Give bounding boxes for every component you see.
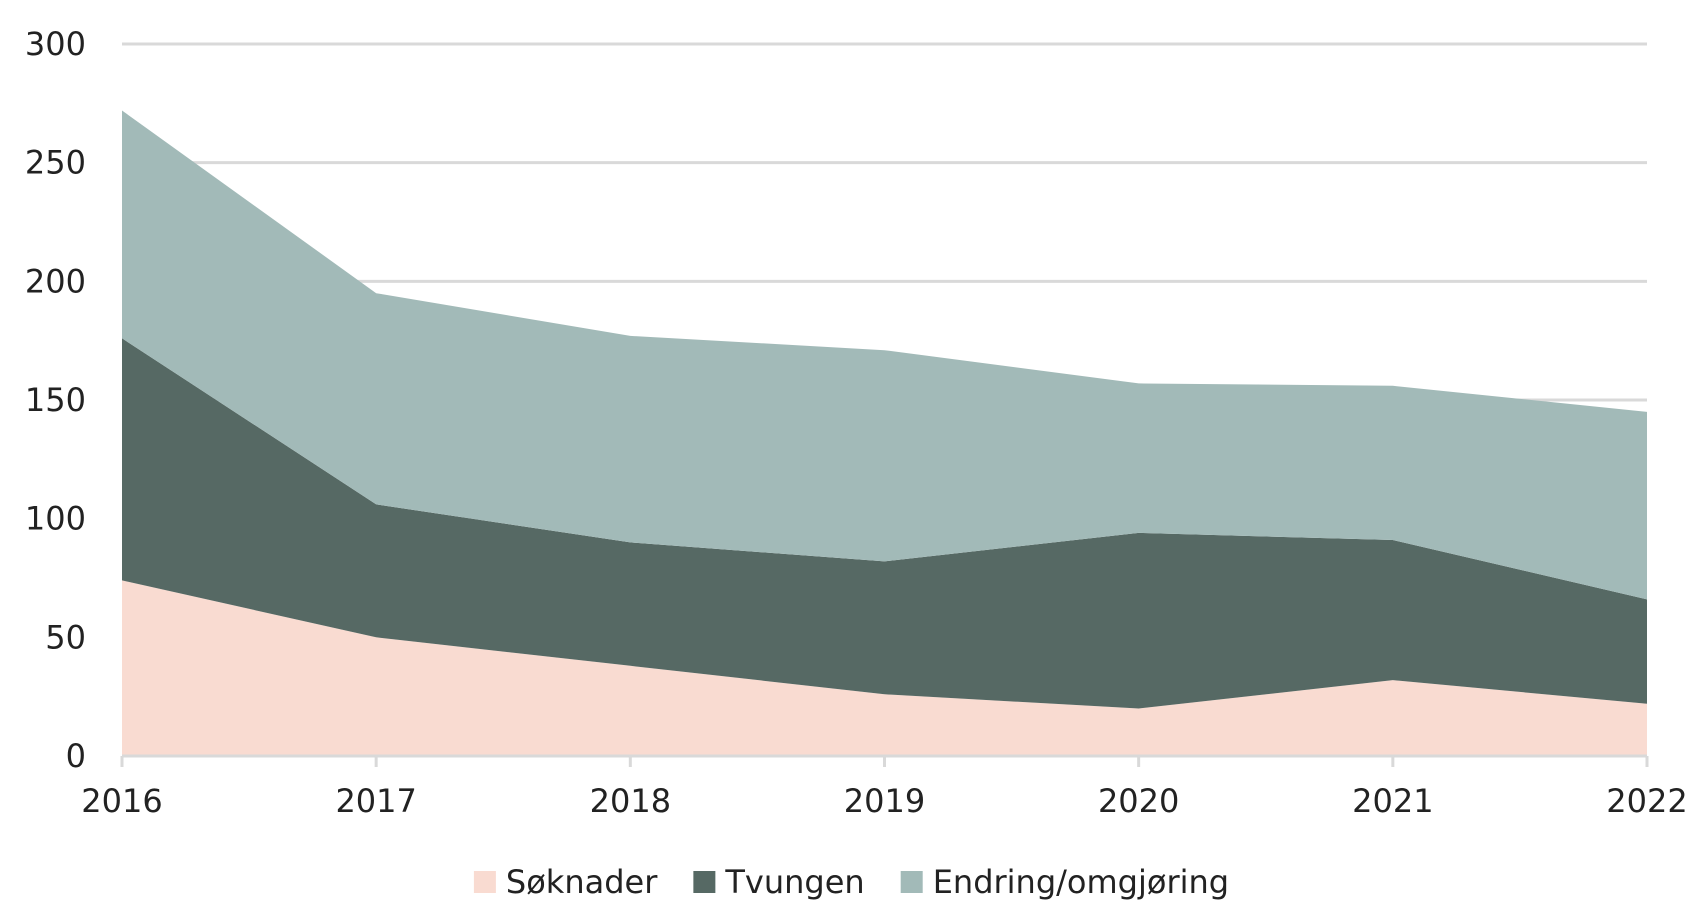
x-axis [120,754,1649,767]
y-tick-label: 300 [25,25,86,63]
x-tick-label: 2021 [1352,782,1433,820]
y-tick-label: 100 [25,500,86,538]
legend-swatch-2 [900,871,923,893]
x-tick-label: 2020 [1098,782,1179,820]
stacked-areas [122,110,1647,756]
legend-label: Endring/omgjøring [933,863,1229,901]
y-axis-tick-labels: 0 50 100 150 200 250 300 [25,25,86,775]
y-tick-label: 200 [25,262,86,300]
x-tick-label: 2022 [1606,782,1687,820]
area-series-1 [122,338,1647,709]
x-tick-label: 2016 [81,782,162,820]
legend-swatch-0 [473,871,496,893]
area-series-2 [122,110,1647,600]
x-tick-label: 2018 [590,782,671,820]
y-tick-label: 250 [25,144,86,182]
x-axis-tick-labels: 2016 2017 2018 2019 2020 2021 2022 [81,782,1687,820]
y-tick-label: 50 [45,618,86,656]
legend-label: Tvungen [724,863,864,901]
x-tick-label: 2019 [844,782,925,820]
legend: Søknader Tvungen Endring/omgjøring [473,863,1229,901]
y-tick-label: 0 [66,737,86,775]
area-series-0 [122,580,1647,756]
legend-swatch-1 [693,871,716,893]
x-tick-label: 2017 [335,782,416,820]
legend-label: Søknader [506,863,658,901]
y-tick-label: 150 [25,381,86,419]
